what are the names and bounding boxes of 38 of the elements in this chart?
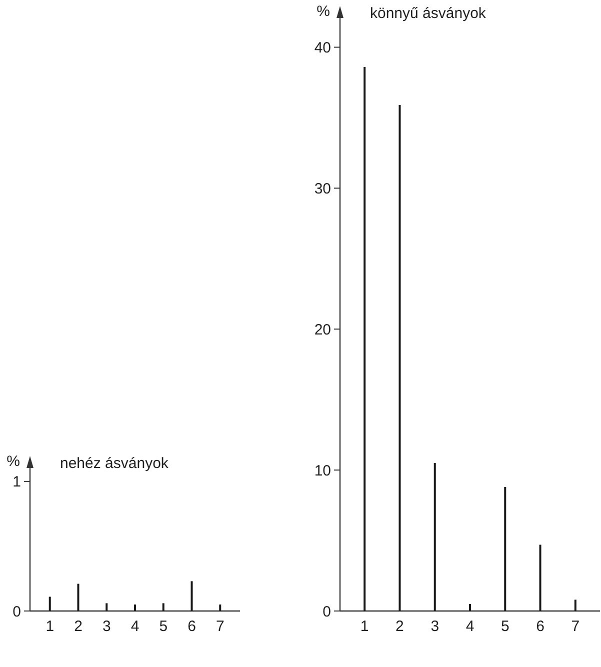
y-tick-label: 0 bbox=[12, 603, 21, 620]
y-tick-label: 10 bbox=[314, 462, 331, 480]
bar bbox=[398, 105, 401, 611]
bar bbox=[48, 596, 51, 611]
x-tick-label: 6 bbox=[536, 618, 544, 635]
y-tick-label: 0 bbox=[322, 603, 331, 620]
x-tick-label: 6 bbox=[188, 618, 196, 635]
bar bbox=[574, 600, 576, 611]
chart-title: nehéz ásványok bbox=[60, 455, 169, 472]
bar bbox=[77, 584, 80, 611]
x-tick-label: 2 bbox=[74, 618, 82, 635]
x-tick-label: 4 bbox=[466, 618, 474, 635]
bar bbox=[190, 581, 193, 611]
x-tick-label: 5 bbox=[500, 618, 510, 635]
bar bbox=[106, 603, 108, 611]
bar bbox=[364, 66, 366, 611]
bar bbox=[469, 604, 471, 611]
y-tick-label: 40 bbox=[314, 39, 331, 56]
x-tick-label: 3 bbox=[430, 618, 440, 635]
x-tick-label: 3 bbox=[102, 618, 111, 635]
x-tick-label: 7 bbox=[571, 618, 580, 635]
x-tick-label: 1 bbox=[360, 618, 369, 635]
y-tick-label: 30 bbox=[314, 180, 331, 198]
x-tick-label: 1 bbox=[46, 618, 54, 635]
bar bbox=[504, 486, 506, 611]
bar bbox=[539, 544, 542, 611]
bar bbox=[219, 604, 222, 611]
y-axis-title: % bbox=[316, 3, 330, 20]
x-tick-label: 7 bbox=[216, 618, 224, 635]
x-tick-label: 5 bbox=[159, 618, 168, 635]
bar bbox=[162, 603, 164, 611]
bar bbox=[134, 604, 136, 611]
y-axis-title: % bbox=[6, 453, 20, 470]
x-tick-label: 4 bbox=[130, 618, 140, 635]
y-tick-label: 20 bbox=[314, 321, 331, 338]
x-tick-label: 2 bbox=[396, 618, 404, 635]
bar bbox=[434, 463, 436, 611]
chart-title: könnyű ásványok bbox=[370, 5, 486, 22]
